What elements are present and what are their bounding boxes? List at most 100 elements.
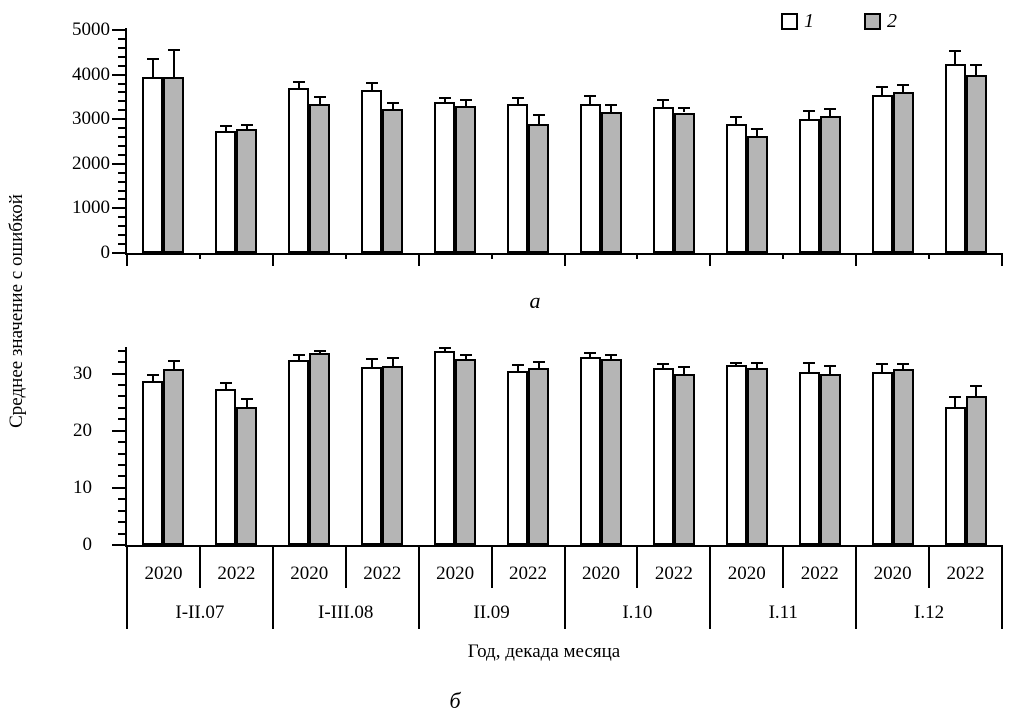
y-minor-tick xyxy=(118,153,127,156)
error-bar-line xyxy=(464,354,467,359)
bar-series1 xyxy=(434,350,456,545)
bar-series1 xyxy=(361,366,383,545)
error-bar-cap xyxy=(678,365,691,368)
y-minor-tick xyxy=(118,498,127,501)
legend-label-series2: 2 xyxy=(887,10,897,32)
error-bar-line xyxy=(589,95,592,104)
error-bar-cap xyxy=(532,114,545,117)
x-group-tick xyxy=(709,253,712,266)
year-cell-label: 2022 xyxy=(946,563,985,584)
error-bar-line xyxy=(756,362,759,369)
error-bar-line xyxy=(391,103,394,109)
x-pair-tick xyxy=(490,253,493,259)
error-bar-cap xyxy=(146,374,159,377)
bar-series1 xyxy=(652,107,674,253)
error-bar-line xyxy=(975,64,978,76)
group-cell-label: I-III.08 xyxy=(318,602,374,623)
group-cell-label: I-II.07 xyxy=(175,602,225,623)
legend-label-series1: 1 xyxy=(804,10,814,32)
error-bar-cap xyxy=(876,362,889,365)
error-bar-cap xyxy=(292,354,305,357)
bar-series2 xyxy=(163,76,185,253)
x-group-tick xyxy=(563,253,566,266)
bar-series1 xyxy=(798,118,820,253)
error-bar-cap xyxy=(438,347,451,350)
y-minor-tick xyxy=(118,532,127,535)
y-minor-tick xyxy=(118,349,127,352)
bar-series2 xyxy=(309,352,331,545)
bar-series1 xyxy=(798,372,820,545)
error-bar-line xyxy=(151,375,154,381)
error-bar-cap xyxy=(730,361,743,364)
x-pair-tick xyxy=(344,253,347,259)
y-major-tick xyxy=(112,252,127,254)
y-minor-tick xyxy=(118,418,127,421)
y-tick-label: 0 xyxy=(82,534,93,555)
x-pair-tick xyxy=(636,253,639,259)
y-minor-tick xyxy=(118,91,127,94)
bar-series1 xyxy=(507,103,529,253)
y-major-tick xyxy=(112,29,127,31)
group-separator-line xyxy=(271,545,274,629)
error-bar-line xyxy=(245,399,248,408)
y-tick-label: 30 xyxy=(73,362,92,384)
bar-series2 xyxy=(382,366,404,545)
error-bar-cap xyxy=(459,99,472,102)
error-bar-line xyxy=(881,87,884,95)
bar-series2 xyxy=(600,359,622,545)
error-bar-line xyxy=(902,364,905,370)
error-bar-line xyxy=(537,115,540,124)
error-bar-line xyxy=(245,124,248,130)
error-bar-cap xyxy=(678,106,691,109)
group-separator-line xyxy=(709,545,712,629)
error-bar-cap xyxy=(876,86,889,89)
year-cell-label: 2020 xyxy=(727,563,766,584)
y-axis-line xyxy=(125,347,127,547)
year-cell-label: 2022 xyxy=(654,563,693,584)
bar-series2 xyxy=(528,123,550,253)
error-bar-cap xyxy=(970,63,983,66)
bar-series2 xyxy=(528,367,550,545)
group-cell-label: I.12 xyxy=(914,602,945,623)
year-cell-label: 2020 xyxy=(290,563,329,584)
bar-series1 xyxy=(652,368,674,545)
bar-series1 xyxy=(579,356,601,545)
bar-series2 xyxy=(746,368,768,545)
y-tick-label: 20 xyxy=(73,419,92,441)
bar-series2 xyxy=(163,368,185,545)
group-separator-line xyxy=(1001,545,1003,629)
y-tick-label: 0 xyxy=(100,242,111,263)
bar-series2 xyxy=(236,129,258,253)
group-separator-line xyxy=(126,545,128,629)
error-bar-cap xyxy=(240,398,253,401)
bar-series1 xyxy=(944,406,966,545)
bar-series1 xyxy=(944,63,966,253)
legend-item-1: 1 xyxy=(781,11,814,31)
y-major-tick xyxy=(112,544,127,546)
error-bar-line xyxy=(610,354,613,360)
bar-series1 xyxy=(288,360,310,545)
y-minor-tick xyxy=(118,383,127,386)
y-major-tick xyxy=(112,486,127,489)
y-minor-tick xyxy=(118,127,127,130)
x-group-tick xyxy=(417,253,420,266)
bar-series1 xyxy=(215,388,237,545)
error-bar-line xyxy=(735,116,738,124)
error-bar-cap xyxy=(438,96,451,99)
error-bar-line xyxy=(975,386,978,396)
error-bar-line xyxy=(683,366,686,375)
group-cell-label: I.10 xyxy=(622,602,653,623)
y-minor-tick xyxy=(118,189,127,192)
error-bar-cap xyxy=(730,115,743,118)
y-tick-label: 3000 xyxy=(72,108,110,130)
bar-series2 xyxy=(309,103,331,253)
error-bar-cap xyxy=(803,109,816,112)
year-separator-line xyxy=(782,545,785,588)
y-minor-tick xyxy=(118,144,127,147)
x-axis-title: Год, декада месяца xyxy=(467,641,621,662)
error-bar-cap xyxy=(386,357,399,360)
y-minor-tick xyxy=(118,463,127,466)
y-major-tick xyxy=(112,162,127,165)
error-bar-line xyxy=(297,81,300,88)
year-separator-line xyxy=(928,545,931,588)
